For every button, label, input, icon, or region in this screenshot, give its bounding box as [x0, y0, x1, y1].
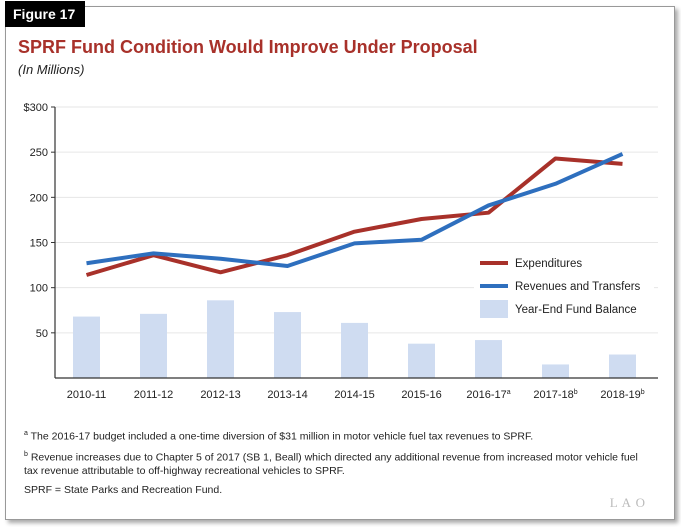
chart: 50 100 150 200 250 $300 2010-11 2011-12 2012-13 2… — [24, 102, 658, 401]
y-tick-label: 200 — [30, 192, 48, 204]
x-tick-label: 2017-18b — [533, 389, 577, 401]
bar-fund-balance — [341, 322, 368, 378]
line-expenditures — [85, 156, 623, 277]
figure-label: Figure 17 — [5, 1, 86, 27]
legend-swatch — [480, 284, 508, 288]
x-tick-label: 2012-13 — [200, 389, 240, 401]
y-tick-label: 150 — [30, 238, 48, 250]
footnote-abbrev: SPRF = State Parks and Recreation Fund. — [24, 484, 223, 496]
y-tick-label: $300 — [24, 102, 48, 114]
x-tick-label: 2016-17a — [466, 389, 510, 401]
figure-frame: Figure 17 SPRF Fund Condition Would Impr… — [5, 1, 675, 520]
x-tick-label: 2011-12 — [134, 389, 174, 401]
bar-fund-balance — [408, 343, 435, 378]
x-tick-label: 2014-15 — [334, 389, 374, 401]
bar-fund-balance — [73, 316, 100, 378]
x-tick-label: 2013-14 — [267, 389, 307, 401]
footnote-a: a The 2016-17 budget included a one-time… — [24, 430, 534, 443]
bar-fund-balance — [609, 354, 636, 378]
bar-fund-balance — [542, 364, 569, 378]
legend-label: Expenditures — [515, 258, 582, 270]
chart-subtitle: (In Millions) — [18, 62, 85, 77]
x-tick-label: 2010-11 — [67, 389, 107, 401]
bar-fund-balance — [475, 340, 502, 378]
legend-swatch — [480, 261, 508, 265]
bar-fund-balance — [207, 300, 234, 378]
line-revenues-and-transfers — [86, 152, 624, 268]
bar-fund-balance — [274, 312, 301, 378]
legend-label: Revenues and Transfers — [515, 281, 641, 293]
x-tick-label: 2015-16 — [401, 389, 441, 401]
legend-swatch — [480, 300, 508, 318]
y-tick-label: 100 — [30, 283, 48, 295]
x-tick-label: 2018-19b — [600, 389, 644, 401]
legend-label: Year-End Fund Balance — [515, 304, 637, 316]
y-tick-label: 250 — [30, 147, 48, 159]
y-tick-label: 50 — [36, 328, 48, 340]
chart-title: SPRF Fund Condition Would Improve Under … — [18, 37, 478, 57]
footnote-b: b Revenue increases due to Chapter 5 of … — [24, 451, 638, 477]
lao-logo: L A O — [609, 495, 646, 510]
bar-fund-balance — [140, 313, 167, 378]
